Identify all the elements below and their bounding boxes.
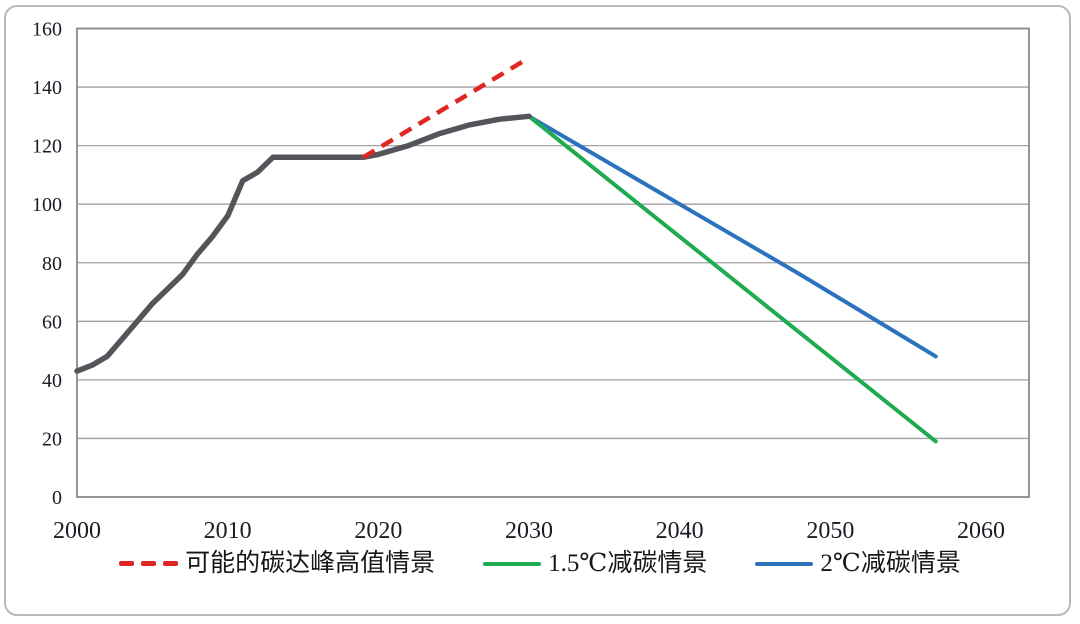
plot-border [76,27,1030,498]
chart-legend: 可能的碳达峰高值情景 1.5℃减碳情景 2℃减碳情景 [0,550,1080,578]
legend-line-swatch [483,561,542,566]
series-line-reduction-2c [527,114,938,359]
y-axis-tick-label: 40 [42,370,62,392]
dash-segment [141,561,157,567]
legend-label: 1.5℃减碳情景 [548,550,708,577]
y-axis-tick-label: 160 [32,19,62,41]
x-axis-tick-label: 2000 [53,518,101,544]
legend-item-peak-high-scenario: 可能的碳达峰高值情景 [119,550,435,578]
series-line-historical-emissions [74,113,532,374]
y-axis-tick-label: 120 [32,136,62,158]
y-axis-tick-label: 100 [32,194,62,216]
dash-segment [163,561,179,567]
x-axis-tick-label: 2010 [204,518,252,544]
x-axis-tick-label: 2040 [656,518,704,544]
y-axis-tick-label: 80 [42,253,62,275]
legend-item-reduction-2c: 2℃减碳情景 [755,550,961,578]
dash-segment [119,561,135,567]
y-axis-tick-label: 20 [42,428,62,450]
y-axis-tick-label: 0 [52,487,62,509]
legend-label: 2℃减碳情景 [820,550,961,577]
x-axis-tick-label: 2030 [505,518,553,544]
series-line-reduction-1p5c [527,114,938,444]
legend-dashed-line-swatch [119,561,179,567]
x-axis-tick-label: 2020 [354,518,402,544]
series-line-peak-high-scenario [362,55,531,160]
legend-label: 可能的碳达峰高值情景 [185,550,436,577]
x-axis-tick-label: 2050 [806,518,854,544]
y-axis-tick-label: 140 [32,77,62,99]
x-axis-tick-label: 2060 [957,518,1005,544]
y-axis-tick-label: 60 [42,311,62,333]
legend-item-reduction-1p5c: 1.5℃减碳情景 [483,550,707,578]
legend-line-swatch [755,561,814,566]
